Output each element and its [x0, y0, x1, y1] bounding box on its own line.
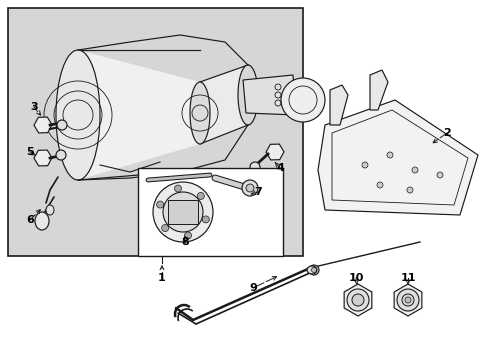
Circle shape — [202, 216, 209, 223]
FancyBboxPatch shape — [168, 200, 198, 224]
Text: 8: 8 — [181, 237, 188, 247]
FancyBboxPatch shape — [138, 168, 283, 256]
Polygon shape — [369, 70, 387, 110]
Ellipse shape — [238, 65, 258, 125]
Circle shape — [308, 265, 318, 275]
Ellipse shape — [46, 205, 54, 215]
Circle shape — [184, 232, 191, 239]
Circle shape — [404, 297, 410, 303]
Polygon shape — [329, 85, 347, 125]
Circle shape — [361, 162, 367, 168]
Text: 2: 2 — [442, 128, 450, 138]
Polygon shape — [78, 50, 200, 180]
Text: 6: 6 — [26, 215, 34, 225]
Circle shape — [281, 78, 325, 122]
Circle shape — [396, 289, 418, 311]
Circle shape — [436, 172, 442, 178]
Text: 11: 11 — [400, 273, 415, 283]
Circle shape — [242, 180, 258, 196]
Circle shape — [406, 187, 412, 193]
Text: 9: 9 — [248, 283, 256, 293]
Circle shape — [56, 150, 66, 160]
Circle shape — [386, 152, 392, 158]
Circle shape — [57, 120, 67, 130]
FancyBboxPatch shape — [8, 8, 303, 256]
Circle shape — [156, 201, 163, 208]
Circle shape — [249, 162, 260, 172]
Text: 3: 3 — [30, 102, 38, 112]
Text: 1: 1 — [158, 273, 165, 283]
Polygon shape — [200, 65, 247, 144]
Circle shape — [153, 182, 213, 242]
Circle shape — [351, 294, 363, 306]
Ellipse shape — [56, 50, 100, 180]
Text: 10: 10 — [347, 273, 363, 283]
Circle shape — [162, 225, 168, 231]
Polygon shape — [243, 75, 295, 115]
Text: 7: 7 — [254, 187, 262, 197]
Polygon shape — [317, 100, 477, 215]
Circle shape — [411, 167, 417, 173]
Circle shape — [346, 289, 368, 311]
Text: 5: 5 — [26, 147, 34, 157]
Circle shape — [163, 192, 203, 232]
Circle shape — [376, 182, 382, 188]
Circle shape — [401, 294, 413, 306]
Ellipse shape — [35, 212, 49, 230]
Circle shape — [174, 185, 181, 192]
Circle shape — [197, 193, 204, 199]
Text: 4: 4 — [276, 163, 284, 173]
Circle shape — [311, 267, 316, 273]
Circle shape — [245, 184, 253, 192]
Ellipse shape — [306, 266, 316, 274]
Ellipse shape — [190, 82, 209, 144]
